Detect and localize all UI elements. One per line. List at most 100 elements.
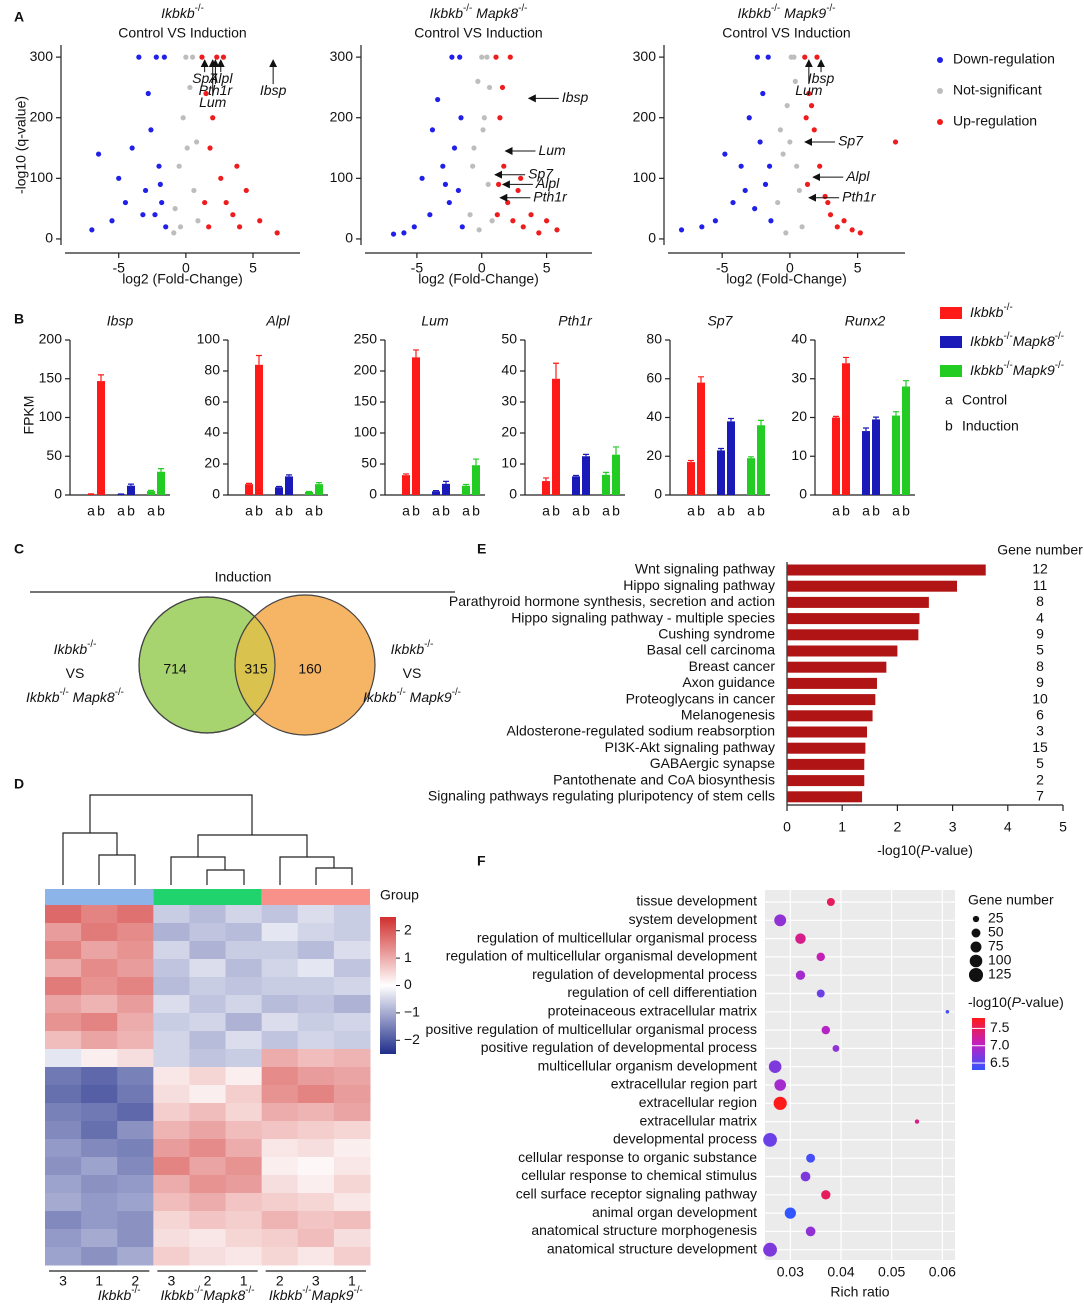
gene-number: 12 [1032, 561, 1048, 577]
y-tick-label: 200 [354, 362, 378, 378]
error-bar [158, 468, 164, 472]
heatmap-cell [333, 1139, 371, 1158]
point [129, 145, 135, 151]
chart-title: Runx2 [845, 313, 886, 329]
group-label-part: -/- [131, 1285, 140, 1296]
heatmap-cell [117, 1157, 154, 1176]
heatmap-cell [189, 1031, 227, 1050]
point [484, 54, 490, 60]
error-bar [276, 485, 282, 488]
x-tick-label: a [305, 503, 313, 519]
category-label: Melanogenesis [681, 707, 775, 723]
heatmap-cell [81, 1103, 118, 1122]
point [857, 230, 863, 236]
x-tick-label: b [582, 503, 590, 519]
error-bar [286, 474, 292, 477]
error-bar [403, 473, 409, 476]
bubble [795, 970, 806, 980]
bar [717, 450, 725, 495]
point [494, 212, 500, 218]
point [171, 230, 177, 236]
x-tick-label: -5 [112, 260, 125, 276]
heatmap-cell [261, 1085, 299, 1104]
heatmap-cell [153, 1175, 190, 1194]
gene-number: 5 [1036, 642, 1044, 658]
bar [787, 629, 919, 641]
gene-number: 3 [1036, 723, 1044, 739]
venn-label-part: -/- [452, 687, 461, 698]
heatmap-cell [225, 995, 263, 1014]
heatmap-cell [333, 995, 371, 1014]
bar [245, 484, 253, 495]
error-bar [128, 483, 134, 486]
y-tick-label: 20 [501, 424, 517, 440]
x-tick-label: b [727, 503, 735, 519]
heatmap-cell [153, 1193, 190, 1212]
annotation: Alpl [535, 175, 560, 191]
x-tick-label: 5 [249, 260, 257, 276]
y-tick-label: 50 [46, 447, 62, 463]
bar [582, 456, 590, 495]
chart-title-part: -/- [463, 3, 472, 14]
chart-title: Ikbkb-/- Mapk8-/- [430, 3, 528, 21]
point [479, 54, 485, 60]
heatmap-cell [81, 1247, 118, 1266]
heatmap-cell [297, 995, 335, 1014]
point [161, 54, 167, 60]
heatmap-cell [153, 1121, 190, 1140]
x-tick-label: 0 [786, 260, 794, 276]
heatmap-cell [117, 977, 154, 996]
point [476, 227, 482, 233]
bubble [763, 1242, 777, 1257]
heatmap-cell [117, 1247, 154, 1266]
heatmap-cell [81, 977, 118, 996]
heatmap-cell [333, 1013, 371, 1032]
x-tick-label: 0 [182, 260, 190, 276]
bubble [768, 1060, 782, 1073]
size-legend-label: 25 [988, 910, 1004, 926]
y-tick-label: 80 [204, 362, 220, 378]
bar [285, 476, 293, 495]
point [440, 163, 446, 169]
point [429, 127, 436, 133]
plot-background [765, 890, 955, 1260]
error-bar [843, 356, 849, 364]
annotation: Ibsp [562, 89, 589, 105]
legend-label-part: Ikbkb [970, 304, 1004, 320]
chart-title: Pth1r [558, 313, 593, 329]
heatmap-cell [189, 1067, 227, 1086]
x-tick-label: b [872, 503, 880, 519]
error-bar [873, 416, 879, 420]
heatmap-cell [45, 1139, 82, 1158]
point [203, 90, 209, 97]
point [814, 54, 820, 60]
point [401, 230, 407, 236]
gene-number-header: Gene number [997, 542, 1083, 558]
point [699, 224, 705, 230]
point [738, 163, 744, 169]
bubble [821, 1190, 831, 1200]
heatmap-cell [225, 1031, 263, 1050]
point [783, 230, 789, 236]
x-tick-label: a [462, 503, 470, 519]
heatmap-cell [153, 1247, 190, 1266]
category-label: extracellular region [639, 1094, 757, 1110]
error-bar [573, 474, 579, 477]
point [442, 181, 449, 187]
bar [305, 491, 313, 495]
category-label: regulation of developmental process [532, 966, 757, 982]
point [140, 212, 146, 218]
bar [147, 491, 155, 495]
x-tick-label: 0 [478, 260, 486, 276]
heatmap-cell [333, 1193, 371, 1212]
x-tick-label: 0 [783, 819, 791, 835]
heatmap-cell [297, 977, 335, 996]
bar [892, 415, 900, 495]
point [191, 187, 197, 194]
heatmap-cell [225, 1193, 263, 1212]
x-tick-label: a [402, 503, 410, 519]
heatmap-cell [81, 941, 118, 960]
heatmap-cell [189, 1121, 227, 1140]
point [470, 163, 476, 169]
